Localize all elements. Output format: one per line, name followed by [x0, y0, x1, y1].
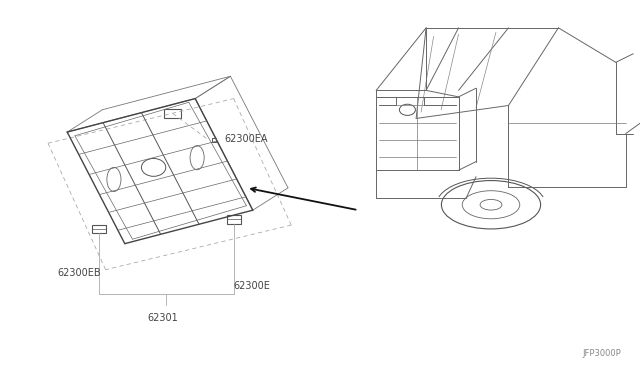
Text: 62300EB: 62300EB	[58, 269, 101, 278]
Text: JFP3000P: JFP3000P	[582, 349, 621, 358]
Text: 62300E: 62300E	[234, 282, 271, 291]
Text: 62301: 62301	[148, 313, 179, 323]
Text: 62300EA: 62300EA	[224, 135, 268, 144]
